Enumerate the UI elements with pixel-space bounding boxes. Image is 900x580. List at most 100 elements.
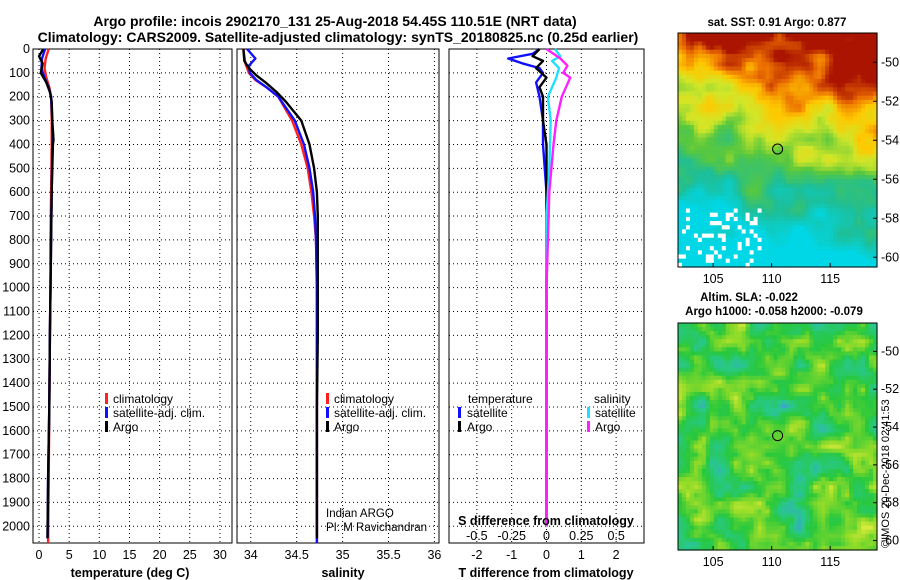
sst-cell [813,212,818,218]
sla-cell [781,545,787,551]
sst-cell [849,195,854,201]
sst-cell [765,104,771,109]
sst-cell [705,108,711,113]
sla-cell [697,481,703,486]
sla-cell [749,367,755,373]
sla-cell [765,464,771,470]
sst-cell [685,124,691,130]
sst-cell [809,45,814,51]
sst-cell [769,99,775,105]
sst-cell [857,129,862,134]
sst-cell [777,62,783,68]
sla-cell [761,485,767,490]
sla-map-panel: Altim. SLA: -0.022 Argo h1000: -0.058 h2… [677,292,899,569]
sst-cell [861,212,866,218]
sst-cell [837,104,842,109]
sst-cell [717,241,723,247]
sst-cell [789,104,795,109]
sst-cell [709,233,715,239]
sst-cell [717,37,723,42]
sst-cell [801,229,806,235]
sla-cell [693,351,699,357]
sst-cell [829,108,834,113]
sst-cell [749,91,755,97]
sla-cell [721,456,727,462]
sst-cell [865,225,870,230]
sla-cell [733,404,739,409]
sla-cell [785,460,791,466]
sla-cell [781,477,787,482]
sst-cell [873,166,878,172]
sla-cell [813,351,818,357]
sla-cell [737,489,743,494]
sst-cell [837,162,842,168]
sst-cell [857,237,862,243]
sst-cell [765,112,771,118]
sst-cell [745,74,751,80]
sla-cell [797,379,802,385]
sla-cell [705,444,711,450]
sla-cell [689,363,695,369]
sla-cell [725,432,731,438]
sst-cell [737,58,743,63]
sla-cell [777,533,783,539]
sst-cell [841,191,846,197]
sla-cell [813,323,818,328]
sla-cell [733,440,739,446]
sst-cell [773,112,779,118]
sst-cell [693,87,699,93]
sst-cell [829,204,834,210]
sst-cell [709,150,715,155]
sla-cell [777,468,783,474]
sst-cell [745,246,751,251]
sst-cell [713,229,719,235]
sst-cell [693,91,699,97]
sla-cell [813,412,818,417]
sst-cell [789,200,795,205]
sst-cell [769,254,775,260]
sst-cell [678,179,683,185]
sst-cell [725,221,731,226]
sla-cell [689,501,695,507]
sla-cell [741,367,747,373]
sst-cell [685,254,691,260]
sla-cell [725,456,731,462]
sst-cell [749,74,755,80]
sst-cell [713,212,719,218]
sst-cell [785,37,791,42]
sst-cell [841,41,846,47]
sst-cell [865,262,870,268]
sla-cell [809,428,814,434]
sst-cell [725,175,731,180]
sla-cell [757,424,763,429]
sst-cell [741,33,747,38]
sst-cell [749,250,755,256]
sla-cell [801,408,806,413]
sst-cell [725,158,731,164]
sla-cell [789,420,795,425]
sst-cell [761,124,767,130]
sst-cell [865,170,870,176]
sst-cell [697,150,703,155]
sst-cell [749,254,755,260]
sla-cell [725,400,731,405]
sla-cell [777,432,783,438]
sla-cell [729,400,735,405]
sst-cell [681,120,687,126]
sst-cell [873,133,878,139]
sst-cell [809,208,814,214]
sst-cell [678,120,683,126]
sst-cell [745,166,751,172]
sla-cell [785,400,791,405]
sla-cell [709,428,715,434]
sst-cell [765,70,771,76]
sst-cell [701,258,707,264]
sst-cell [773,154,779,159]
sst-cell [805,221,810,226]
sst-cell [693,45,699,51]
sst-cell [853,250,858,256]
sla-cell [785,493,791,498]
sst-cell [837,237,842,243]
sst-cell [678,183,683,189]
sst-cell [873,62,878,68]
